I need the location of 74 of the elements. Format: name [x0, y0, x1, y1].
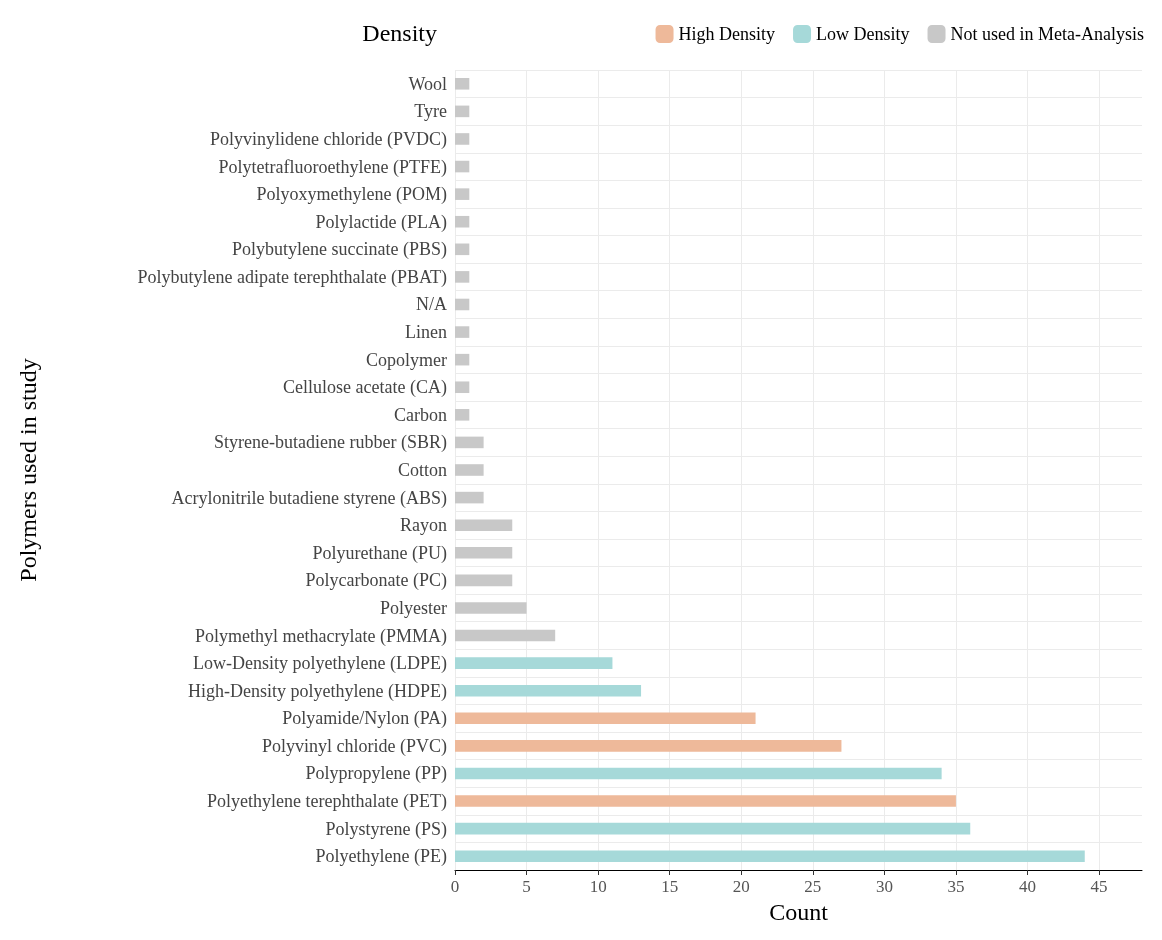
legend-label: High Density [678, 24, 776, 44]
bar [455, 657, 613, 669]
bar [455, 436, 484, 449]
bar [455, 464, 484, 476]
y-tick-label: Polylactide (PLA) [315, 211, 447, 233]
y-tick-label: N/A [416, 294, 447, 315]
y-tick-label: Polymethyl methacrylate (PMMA) [195, 625, 447, 647]
bar [455, 767, 942, 780]
bar [455, 491, 484, 504]
x-tick-label: 20 [732, 877, 750, 896]
legend-label: Not used in Meta-Analysis [950, 24, 1145, 44]
x-tick-label: 30 [875, 877, 893, 896]
bar [455, 215, 470, 228]
bar [455, 133, 470, 145]
bar [455, 271, 470, 283]
bar [455, 795, 956, 807]
y-tick-label: Polyoxymethylene (POM) [256, 184, 447, 206]
x-tick-label: 45 [1090, 877, 1108, 896]
y-tick-label: Polybutylene adipate terephthalate (PBAT) [137, 266, 447, 288]
y-tick-label: Copolymer [366, 349, 447, 370]
x-tick-label: 0 [450, 877, 460, 896]
bar [455, 574, 513, 587]
y-tick-label: High-Density polyethylene (HDPE) [188, 680, 447, 702]
x-tick-label: 10 [589, 877, 607, 896]
x-tick-label: 40 [1019, 877, 1036, 896]
y-tick-label: Tyre [414, 101, 447, 122]
bar [455, 381, 470, 394]
bar [455, 160, 470, 173]
bar [455, 353, 470, 366]
bar [455, 519, 513, 531]
x-tick-label: 5 [522, 877, 531, 896]
y-tick-label: Acrylonitrile butadiene styrene (ABS) [171, 487, 447, 509]
y-tick-label: Wool [408, 73, 447, 94]
y-tick-label: Polytetrafluoroethylene (PTFE) [218, 156, 447, 178]
y-tick-label: Cotton [397, 460, 447, 480]
y-tick-label: Polyethylene (PE) [315, 846, 447, 868]
x-tick-label: 15 [661, 877, 679, 896]
y-tick-label: Polyurethane (PU) [312, 542, 447, 564]
y-axis-title: Polymers used in study [15, 358, 41, 582]
y-tick-label: Linen [405, 322, 447, 343]
y-tick-label: Polyvinylidene chloride (PVDC) [210, 128, 447, 150]
bar [455, 629, 556, 642]
x-tick-label: 25 [804, 877, 822, 896]
y-tick-label: Cellulose acetate (CA) [283, 377, 447, 399]
y-tick-label: Polyvinyl chloride (PVC) [262, 735, 447, 757]
bar [455, 684, 642, 697]
y-tick-label: Carbon [394, 404, 447, 425]
legend-title: Density [362, 20, 438, 46]
bar [455, 740, 842, 752]
y-tick-label: Low-Density polyethylene (LDPE) [193, 653, 447, 675]
y-tick-label: Styrene-butadiene rubber (SBR) [214, 432, 447, 454]
bar [455, 409, 470, 421]
y-tick-label: Polystyrene (PS) [325, 818, 448, 840]
bar [455, 78, 470, 90]
bar [455, 298, 470, 311]
x-tick-label: 35 [947, 877, 965, 896]
y-tick-label: Polyester [380, 597, 447, 618]
y-tick-label: Polyamide/Nylon (PA) [282, 708, 447, 730]
bar [455, 850, 1085, 862]
bar [455, 188, 470, 200]
bar [455, 822, 971, 835]
bar [455, 243, 470, 256]
bar [455, 712, 756, 725]
y-tick-label: Polybutylene succinate (PBS) [232, 239, 447, 261]
bar [455, 602, 527, 614]
y-tick-label: Polypropylene (PP) [305, 763, 447, 785]
y-tick-label: Rayon [400, 515, 447, 536]
bar [455, 105, 470, 118]
bar [455, 326, 470, 338]
y-tick-label: Polycarbonate (PC) [305, 570, 448, 592]
bar [455, 546, 513, 559]
x-axis-title: Count [769, 898, 829, 925]
y-tick-label: Polyethylene terephthalate (PET) [207, 791, 447, 813]
legend-label: Low Density [816, 24, 910, 44]
